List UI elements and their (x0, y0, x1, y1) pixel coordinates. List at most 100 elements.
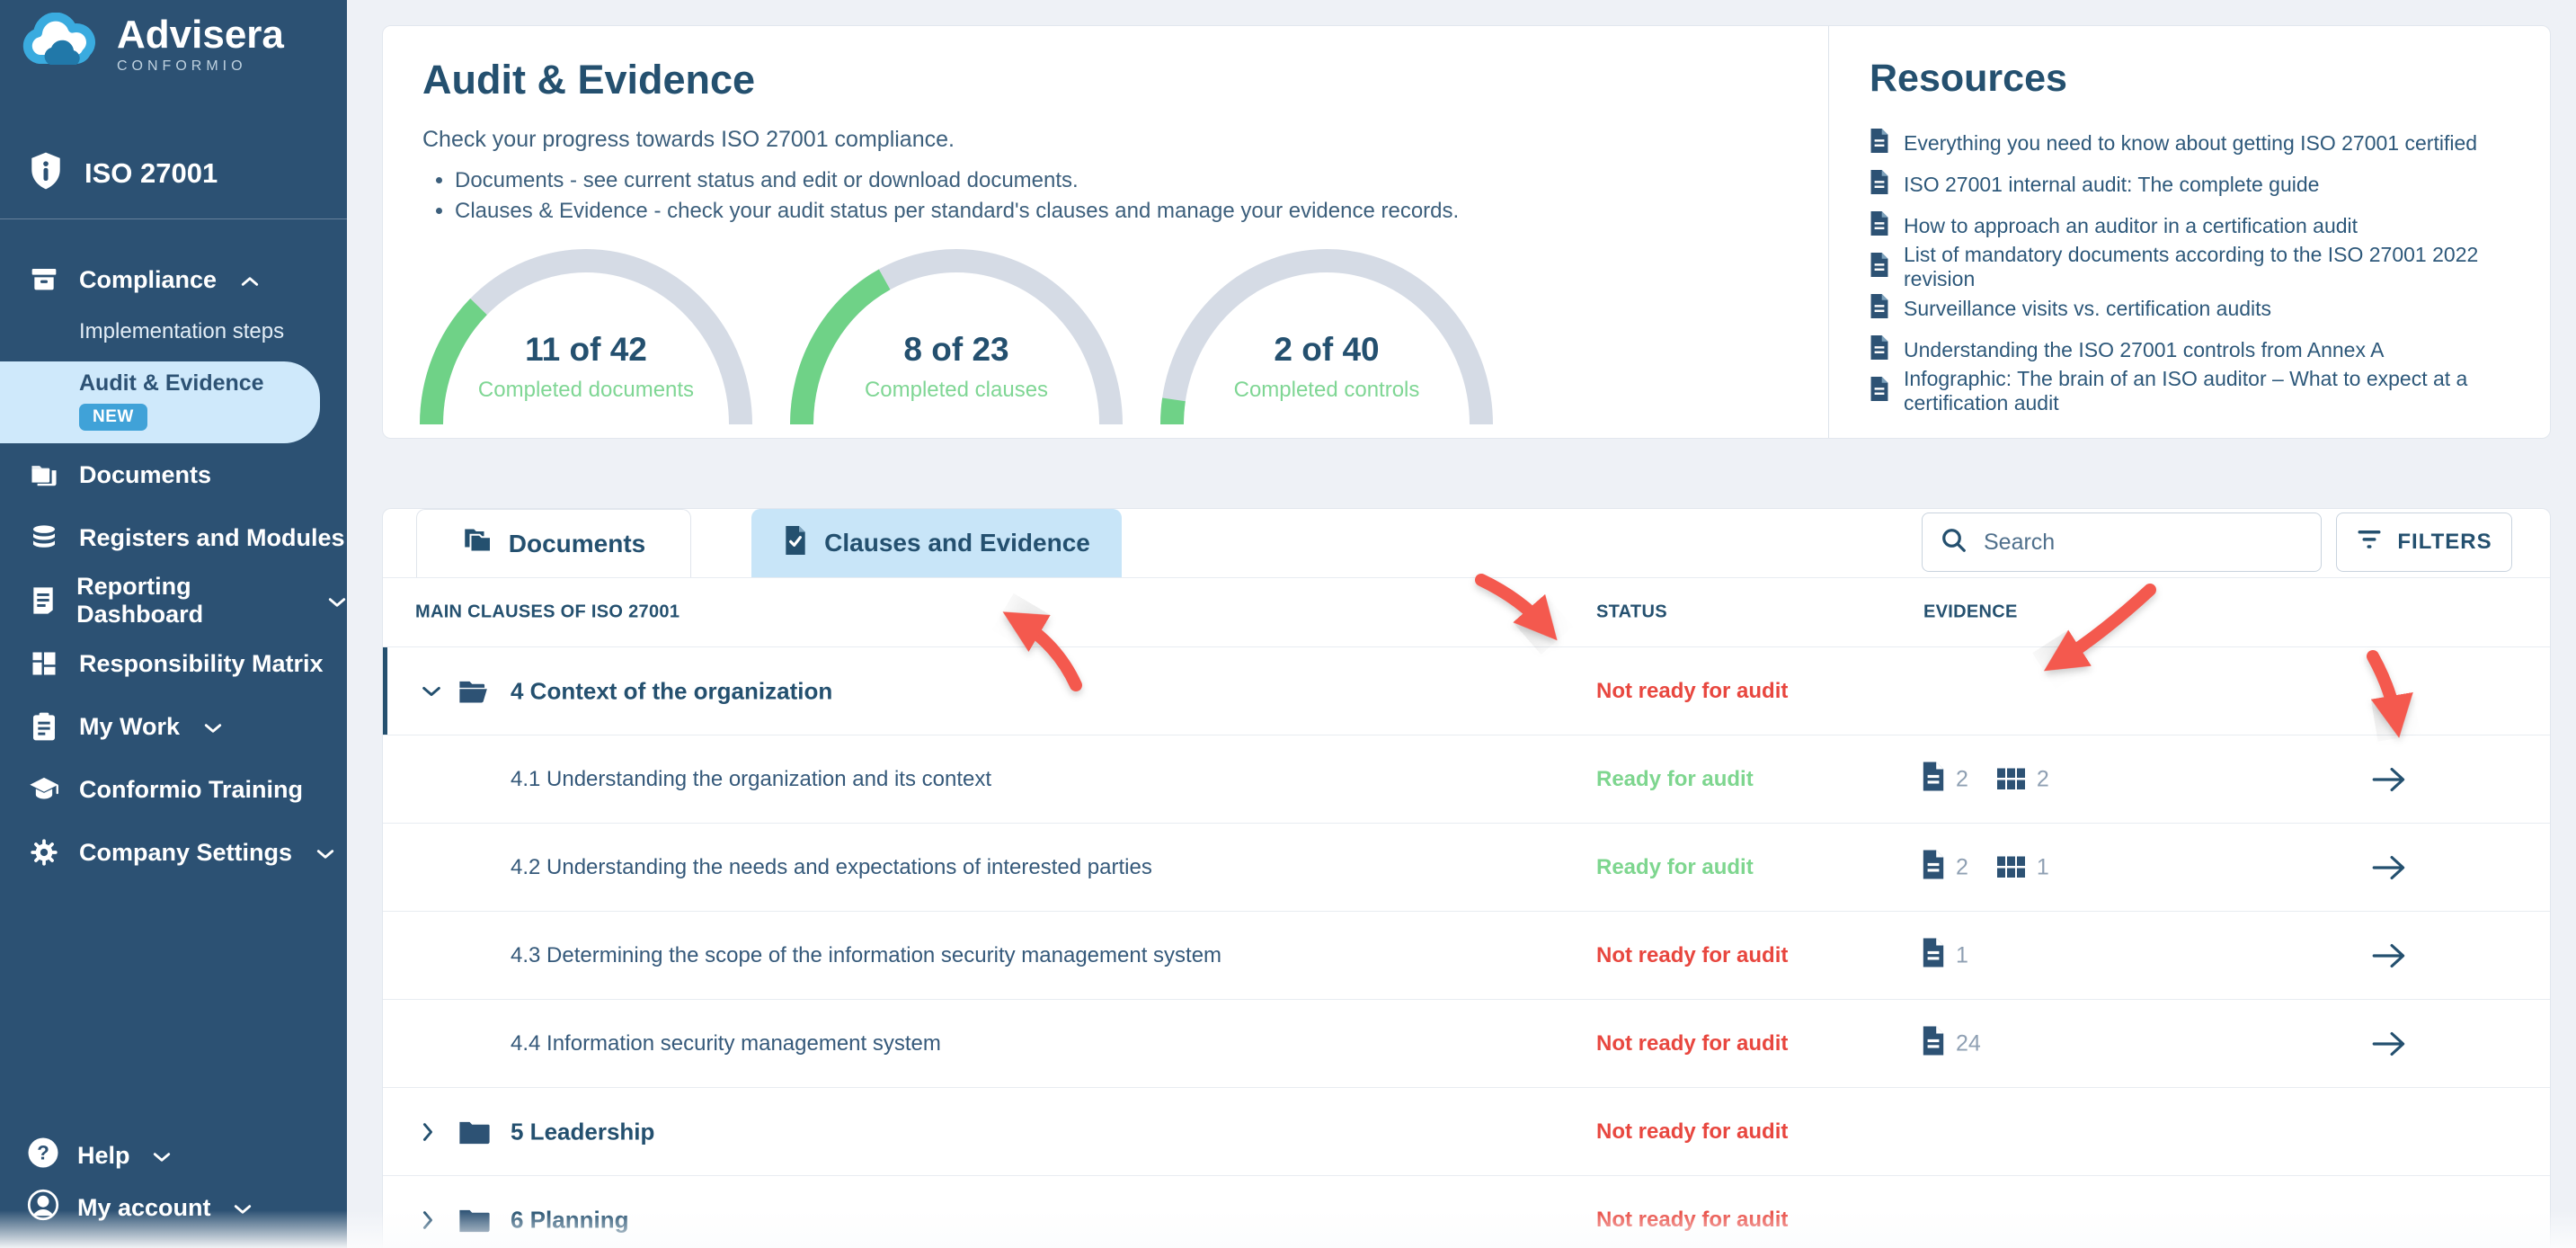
resource-link[interactable]: List of mandatory documents according to… (1870, 243, 2532, 290)
document-icon (1870, 334, 1889, 365)
document-icon (1870, 128, 1889, 158)
tab-clauses-evidence[interactable]: Clauses and Evidence (751, 509, 1122, 577)
account-icon (27, 1189, 59, 1227)
chevron-down-icon (233, 1194, 253, 1222)
open-clause-arrow[interactable] (2369, 765, 2411, 794)
sidebar-item-label: Documents (79, 460, 212, 488)
sidebar-item-audit-evidence[interactable]: Audit & Evidence NEW (0, 361, 320, 443)
evidence-document-icon (1922, 850, 1945, 885)
gauge-label: Completed controls (1233, 378, 1420, 402)
open-clause-arrow[interactable] (2369, 941, 2411, 970)
sidebar-item-reporting-dashboard[interactable]: Reporting Dashboard (0, 569, 347, 632)
table-row-clause-4-4[interactable]: 4.4 Information security management syst… (383, 1000, 2550, 1088)
file-check-icon (783, 525, 808, 561)
resource-link[interactable]: How to approach an auditor in a certific… (1870, 205, 2532, 246)
sidebar-item-label: Compliance (79, 265, 218, 293)
sidebar-divider (0, 218, 347, 219)
filters-label: FILTERS (2397, 530, 2492, 554)
sidebar-item-conformio-training[interactable]: Conformio Training (0, 758, 347, 821)
evidence-counts: 2 2 (1922, 762, 2049, 797)
bullet-documents: Documents - see current status and edit … (455, 165, 1789, 196)
brand-logo[interactable]: Advisera CONFORMIO (22, 12, 284, 76)
clause-title: 4.4 Information security management syst… (511, 1030, 941, 1056)
sidebar-item-label: Responsibility Matrix (79, 649, 324, 677)
resource-link[interactable]: Understanding the ISO 27001 controls fro… (1870, 329, 2532, 370)
table-row-clause-4[interactable]: 4 Context of the organization Not ready … (383, 647, 2550, 735)
sidebar-item-registers-modules[interactable]: Registers and Modules (0, 506, 347, 569)
description-bullets: Documents - see current status and edit … (422, 165, 1789, 227)
gear-icon (29, 838, 59, 867)
table-row-clause-6[interactable]: 6 Planning Not ready for audit (383, 1176, 2550, 1248)
table-body: 4 Context of the organization Not ready … (383, 647, 2550, 1248)
sidebar-item-documents[interactable]: Documents (0, 443, 347, 506)
database-icon (29, 523, 59, 552)
status-badge: Not ready for audit (1596, 678, 1789, 703)
table-header: MAIN CLAUSES OF ISO 27001 STATUS EVIDENC… (383, 577, 2550, 647)
new-badge: NEW (79, 404, 147, 431)
standard-label: ISO 27001 (84, 156, 218, 189)
evidence-counts: 24 (1922, 1026, 1981, 1061)
chevron-down-icon (152, 1142, 172, 1170)
open-clause-arrow[interactable] (2369, 1030, 2411, 1058)
table-row-clause-4-3[interactable]: 4.3 Determining the scope of the informa… (383, 912, 2550, 1000)
gauge-value: 8 of 23 (903, 331, 1009, 368)
evidence-doc-count: 2 (1956, 854, 1968, 879)
search-input[interactable] (1982, 528, 2282, 557)
chevron-right-icon[interactable] (421, 1209, 435, 1231)
evidence-counts: 2 1 (1922, 850, 2049, 885)
brand-name: Advisera (117, 12, 284, 57)
document-icon (1870, 169, 1889, 200)
resource-link-label: Surveillance visits vs. certification au… (1904, 296, 2272, 320)
standard-selector[interactable]: ISO 27001 (29, 151, 218, 195)
search-box (1922, 513, 2322, 572)
sidebar-item-my-work[interactable]: My Work (0, 695, 347, 758)
help-icon: ? (27, 1137, 59, 1175)
sidebar-item-my-account[interactable]: My account (0, 1181, 347, 1234)
sidebar-item-implementation-steps[interactable]: Implementation steps (0, 311, 347, 352)
status-badge: Not ready for audit (1596, 1119, 1789, 1144)
resource-link[interactable]: ISO 27001 internal audit: The complete g… (1870, 164, 2532, 205)
filters-button[interactable]: FILTERS (2336, 513, 2512, 572)
sidebar-item-label: Help (77, 1141, 130, 1169)
sidebar: Advisera CONFORMIO ISO 27001 (0, 0, 347, 1248)
evidence-grid-count: 1 (2036, 854, 2049, 879)
sidebar-item-compliance[interactable]: Compliance (0, 248, 347, 311)
table-row-clause-4-2[interactable]: 4.2 Understanding the needs and expectat… (383, 824, 2550, 912)
table-row-clause-4-1[interactable]: 4.1 Understanding the organization and i… (383, 735, 2550, 824)
folders-icon (462, 527, 493, 560)
open-clause-arrow[interactable] (2369, 853, 2411, 882)
table-row-clause-5[interactable]: 5 Leadership Not ready for audit (383, 1088, 2550, 1176)
sidebar-item-help[interactable]: ? Help (0, 1129, 347, 1181)
bullet-clauses-evidence: Clauses & Evidence - check your audit st… (455, 196, 1789, 227)
svg-text:?: ? (37, 1141, 49, 1163)
gauge-completed-controls: 2 of 40 Completed controls (1156, 245, 1497, 429)
search-icon (1941, 527, 1968, 558)
sidebar-item-responsibility-matrix[interactable]: Responsibility Matrix (0, 632, 347, 695)
tab-documents[interactable]: Documents (416, 509, 691, 577)
document-icon (1870, 293, 1889, 324)
resource-link-label: List of mandatory documents according to… (1904, 243, 2479, 290)
archive-icon (29, 265, 59, 294)
evidence-doc-count: 2 (1956, 766, 1968, 791)
status-badge: Not ready for audit (1596, 942, 1789, 967)
summary-left-pane: Audit & Evidence Check your progress tow… (383, 26, 1828, 438)
resource-link-label: How to approach an auditor in a certific… (1904, 213, 2358, 237)
sidebar-item-company-settings[interactable]: Company Settings (0, 821, 347, 884)
chevron-right-icon[interactable] (421, 1121, 435, 1143)
status-badge: Ready for audit (1596, 854, 1754, 879)
gauge-label: Completed documents (477, 378, 695, 402)
sidebar-subitem-label: Implementation steps (79, 319, 285, 343)
resource-link-label: Infographic: The brain of an ISO auditor… (1904, 367, 2468, 415)
clipboard-icon (29, 712, 59, 741)
chevron-down-icon[interactable] (421, 684, 442, 699)
resources-title: Resources (1870, 57, 2067, 100)
resource-link[interactable]: Everything you need to know about gettin… (1870, 122, 2532, 164)
audit-evidence-summary-card: Audit & Evidence Check your progress tow… (382, 25, 2551, 439)
sidebar-bottom: ? Help My account (0, 1129, 347, 1234)
status-badge: Ready for audit (1596, 766, 1754, 791)
chevron-down-icon (203, 713, 223, 741)
tab-label: Clauses and Evidence (824, 529, 1090, 557)
resource-link[interactable]: Surveillance visits vs. certification au… (1870, 288, 2532, 329)
resource-link[interactable]: Infographic: The brain of an ISO auditor… (1870, 367, 2532, 415)
